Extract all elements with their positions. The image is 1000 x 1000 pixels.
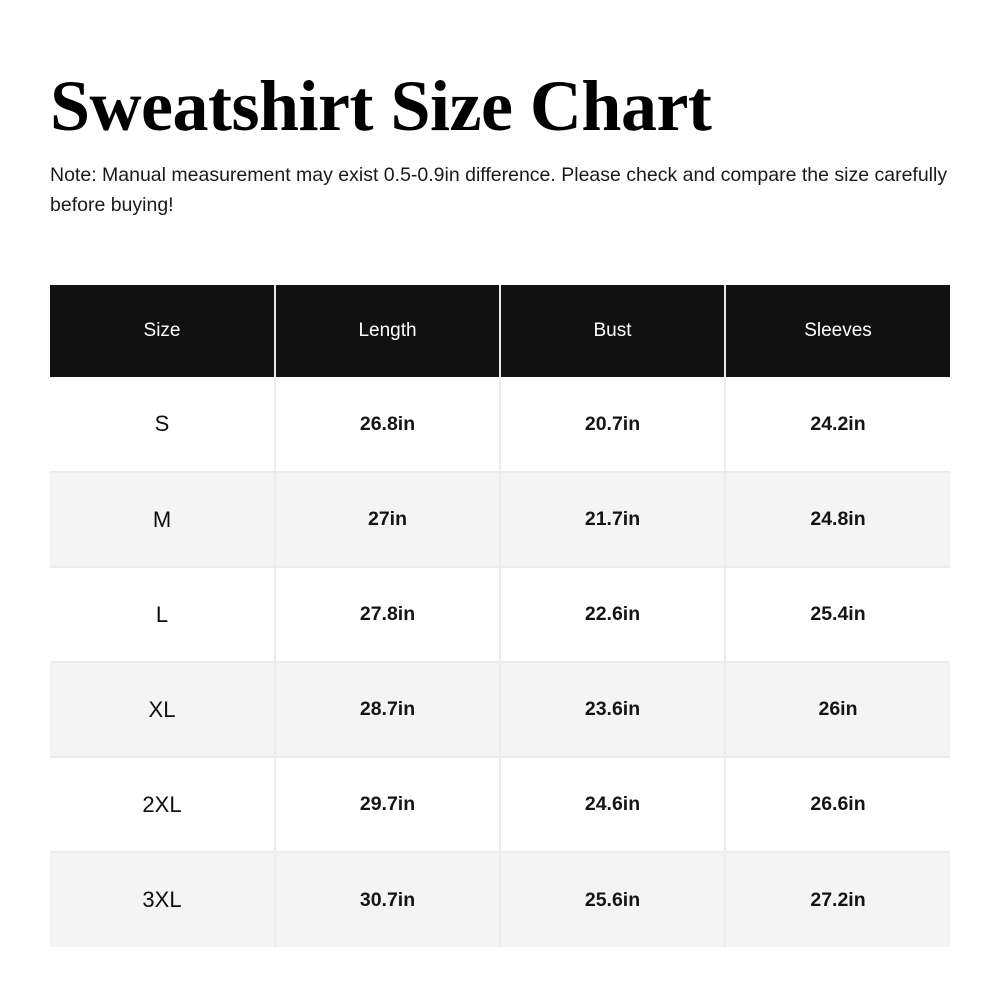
cell-bust: 24.6in [500,757,726,853]
table-row: L 27.8in 22.6in 25.4in [50,567,950,663]
cell-bust: 25.6in [500,852,726,947]
cell-bust: 20.7in [500,377,726,473]
cell-length: 26.8in [275,377,501,473]
column-header-bust: Bust [500,285,726,377]
cell-size: M [50,472,276,568]
table-row: M 27in 21.7in 24.8in [50,472,950,568]
table-row: 3XL 30.7in 25.6in 27.2in [50,852,950,947]
column-header-size: Size [50,285,276,377]
cell-sleeves: 24.8in [725,472,950,568]
size-chart-table: Size Length Bust Sleeves S 26.8in 20.7in… [50,285,950,947]
measurement-note: Note: Manual measurement may exist 0.5-0… [50,164,948,216]
cell-length: 27.8in [275,567,501,663]
table-header: Size Length Bust Sleeves [50,285,950,377]
cell-length: 29.7in [275,757,501,853]
cell-bust: 23.6in [500,662,726,758]
table-row: XL 28.7in 23.6in 26in [50,662,950,758]
cell-size: 2XL [50,757,276,853]
table-header-row: Size Length Bust Sleeves [50,285,950,377]
cell-sleeves: 26.6in [725,757,950,853]
cell-length: 30.7in [275,852,501,947]
cell-sleeves: 27.2in [725,852,950,947]
table-row: 2XL 29.7in 24.6in 26.6in [50,757,950,853]
cell-sleeves: 24.2in [725,377,950,473]
cell-size: 3XL [50,852,276,947]
cell-length: 28.7in [275,662,501,758]
table-body: S 26.8in 20.7in 24.2in M 27in 21.7in 24.… [50,377,950,947]
cell-size: S [50,377,276,473]
cell-size: L [50,567,276,663]
table-row: S 26.8in 20.7in 24.2in [50,377,950,473]
page-title: Sweatshirt Size Chart [50,66,712,146]
cell-sleeves: 25.4in [725,567,950,663]
cell-sleeves: 26in [725,662,950,758]
column-header-sleeves: Sleeves [804,320,872,341]
cell-bust: 21.7in [500,472,726,568]
column-header-length: Length [275,285,501,377]
cell-bust: 22.6in [500,567,726,663]
cell-length: 27in [275,472,501,568]
cell-size: XL [50,662,276,758]
